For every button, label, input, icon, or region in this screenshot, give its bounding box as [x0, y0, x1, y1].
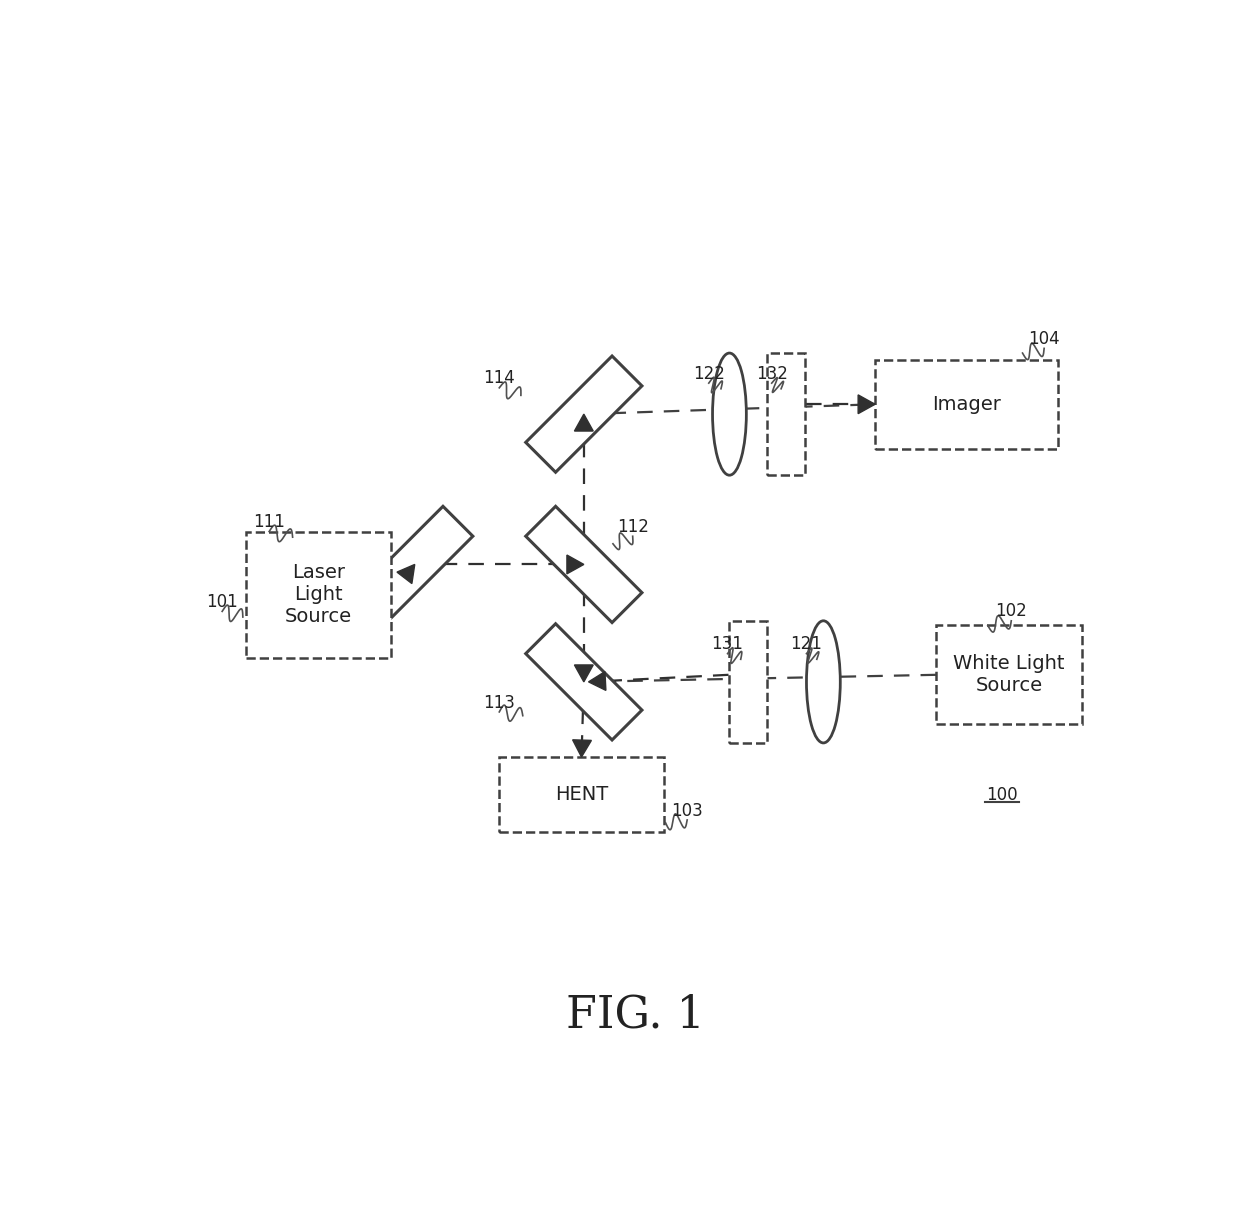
Bar — [936, 626, 1081, 725]
Text: 102: 102 — [996, 603, 1027, 621]
Polygon shape — [526, 356, 642, 472]
Bar — [246, 532, 392, 659]
Polygon shape — [574, 665, 593, 682]
Text: 111: 111 — [253, 514, 285, 531]
Bar — [768, 353, 805, 476]
Text: 101: 101 — [206, 593, 238, 611]
Text: 114: 114 — [484, 370, 515, 388]
Ellipse shape — [806, 621, 841, 743]
Bar — [500, 756, 663, 832]
Polygon shape — [567, 555, 584, 573]
Text: 122: 122 — [693, 365, 724, 383]
Text: FIG. 1: FIG. 1 — [567, 994, 704, 1037]
Polygon shape — [357, 506, 472, 622]
Text: 112: 112 — [616, 517, 649, 536]
Text: 121: 121 — [791, 636, 822, 653]
Text: 113: 113 — [484, 693, 516, 711]
Polygon shape — [526, 623, 642, 741]
Text: 103: 103 — [671, 802, 703, 820]
Polygon shape — [397, 565, 414, 583]
Text: 104: 104 — [1028, 329, 1060, 348]
Text: HENT: HENT — [554, 786, 608, 804]
Bar — [875, 360, 1058, 449]
Bar — [729, 621, 768, 743]
Text: White Light
Source: White Light Source — [954, 654, 1065, 695]
Polygon shape — [526, 506, 642, 622]
Text: 132: 132 — [755, 365, 787, 383]
Text: Laser
Light
Source: Laser Light Source — [285, 564, 352, 626]
Polygon shape — [589, 672, 606, 691]
Text: 100: 100 — [986, 786, 1018, 804]
Polygon shape — [858, 395, 875, 414]
Text: 131: 131 — [712, 636, 744, 653]
Polygon shape — [574, 414, 593, 431]
Text: Imager: Imager — [932, 395, 1001, 414]
Polygon shape — [573, 739, 591, 756]
Ellipse shape — [713, 353, 746, 476]
